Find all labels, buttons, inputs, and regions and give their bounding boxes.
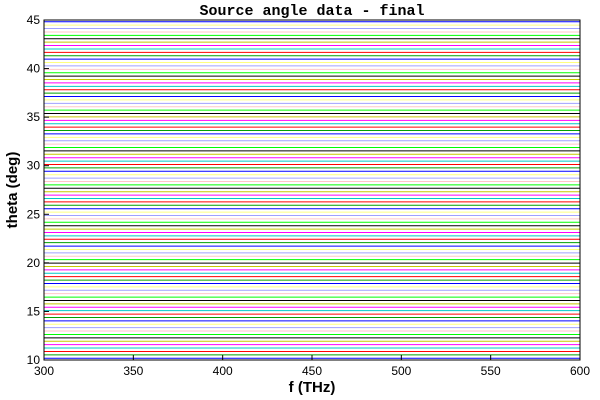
x-tick-label: 500: [391, 364, 411, 378]
y-tick-label: 30: [27, 159, 41, 173]
y-tick-label: 25: [27, 207, 41, 221]
x-tick-label: 550: [481, 364, 501, 378]
x-tick-label: 400: [213, 364, 233, 378]
x-tick-label: 300: [34, 364, 54, 378]
x-tick-label: 600: [570, 364, 590, 378]
y-axis-label: theta (deg): [4, 152, 21, 229]
x-tick-label: 350: [123, 364, 143, 378]
y-tick-label: 35: [27, 110, 41, 124]
y-tick-label: 45: [27, 13, 41, 27]
y-tick-label: 20: [27, 256, 41, 270]
x-axis-label: f (THz): [289, 379, 336, 396]
series-layer: [44, 21, 580, 359]
y-tick-label: 40: [27, 62, 41, 76]
chart-title: Source angle data - final: [199, 3, 424, 20]
x-tick-label: 450: [302, 364, 322, 378]
y-axis-ticks: 10 15 20 25 30 35 40 45: [27, 13, 49, 367]
y-tick-label: 10: [27, 353, 41, 367]
x-axis-ticks: 300 350 400 450 500 550 600: [34, 355, 590, 378]
y-tick-label: 15: [27, 304, 41, 318]
plot-frame: [43, 19, 581, 361]
